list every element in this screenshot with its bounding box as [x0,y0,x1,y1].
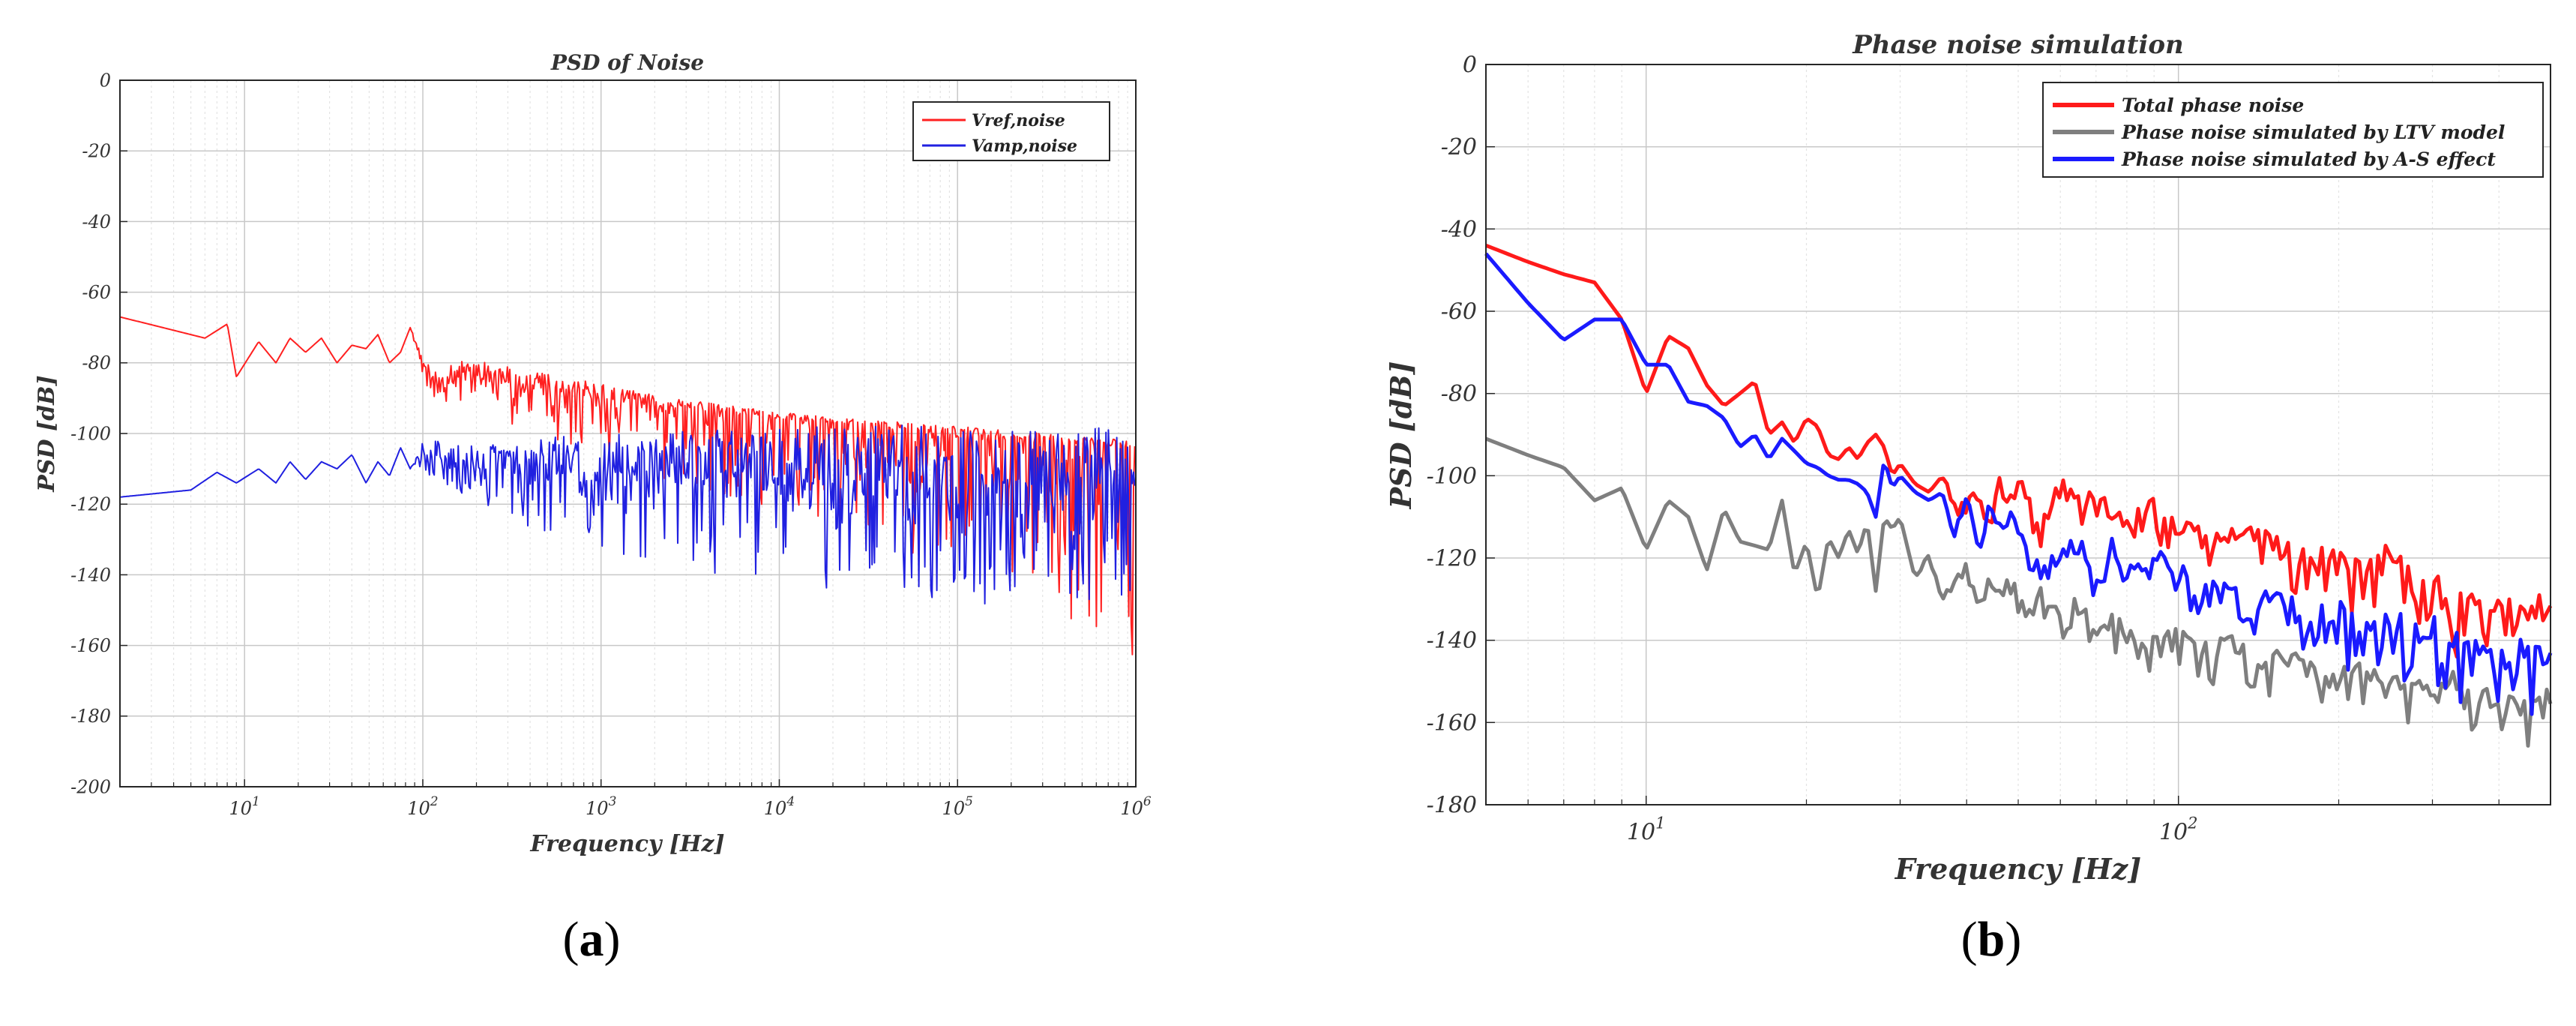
x-tick-label: 105 [942,794,973,819]
y-tick-label: -60 [82,282,111,303]
panel-a-caption-letter: a [579,912,604,967]
series-line-phase-noise-simulated-by-a-s-effect [1484,252,2553,716]
panel-b-plot-area [1486,64,2551,805]
x-tick-label: 103 [586,794,616,819]
y-tick-label: -160 [70,635,111,656]
panel-b-legend-label-total: Total phase noise [2122,94,2304,116]
series-line-vref-noise [119,316,1136,656]
panel-b-series [1484,243,2553,748]
y-tick-label: -100 [1427,464,1477,490]
y-tick-label: -140 [70,565,111,586]
panel-b-legend-label-as: Phase noise simulated by A-S effect [2121,148,2496,170]
panel-b-legend-box [2042,82,2544,178]
panel-b-title: Phase noise simulation [1852,30,2184,60]
y-tick-label: -20 [1441,134,1477,160]
series-line-phase-noise-simulated-by-ltv-model [1485,436,2553,748]
x-tick-exponent: 1 [1655,814,1665,832]
panel-a-grid [119,80,1137,788]
x-tick-label: 102 [2159,814,2198,846]
y-tick-label: -40 [1441,217,1477,243]
x-tick-label: 106 [1120,794,1152,819]
y-tick-label: -80 [1441,381,1477,407]
series-line-vamp-noise [119,424,1136,604]
panel-b-caption: (b) [1960,912,2022,967]
panel-b-legend: Total phase noise Phase noise simulated … [2042,82,2544,178]
panel-a-series [119,316,1136,656]
panel-a-x-axis-label: Frequency [Hz] [529,831,724,857]
y-tick-label: -200 [70,776,111,797]
panel-a-legend-label-vref: Vref,noise [972,111,1065,130]
series-line-total-phase-noise [1485,243,2553,659]
x-tick-exponent: 4 [786,794,795,809]
panel-a-legend: Vref,noise Vamp,noise [912,101,1110,161]
panel-b-caption-letter: b [1977,912,2005,967]
y-tick-label: -80 [82,352,111,374]
y-tick-label: 0 [1463,52,1477,79]
panel-b-tick-labels: 0 -20 -40 -60 -80 -100 -120 -140 -160 -180 101 102 [1427,52,2198,846]
x-tick-exponent: 2 [2187,814,2197,832]
panel-b-x-axis-label: Frequency [Hz] [1895,852,2141,886]
panel-b-legend-label-ltv: Phase noise simulated by LTV model [2121,122,2505,143]
panel-a-caption: (a) [562,912,621,967]
panel-a-legend-box [912,101,1110,161]
y-tick-label: -60 [1441,299,1477,326]
panel-a-legend-label-vamp: Vamp,noise [972,136,1077,156]
panel-a-axes-frame [119,80,1137,788]
y-tick-label: -180 [70,706,111,727]
panel-b-axes-frame [1485,64,2551,806]
y-tick-label: -40 [82,212,111,232]
x-tick-label: 104 [764,794,795,819]
x-tick-exponent: 5 [965,794,973,809]
x-tick-exponent: 2 [430,794,439,809]
y-tick-label: -160 [1427,710,1477,736]
x-tick-exponent: 3 [609,794,617,809]
x-tick-label: 101 [229,794,260,819]
y-tick-label: -140 [1427,628,1477,654]
y-tick-label: -120 [1427,546,1477,572]
panel-a-y-axis-label: PSD [dB] [34,375,60,492]
panel-a-title: PSD of Noise [550,50,704,75]
y-tick-label: 0 [100,70,111,91]
y-tick-label: -100 [70,423,111,444]
x-tick-label: 102 [407,794,438,819]
panel-a-chart: 0 -20 -40 -60 -80 -100 -120 -140 -160 -180 -200 101… [34,50,1152,857]
x-tick-exponent: 1 [252,794,260,809]
x-tick-exponent: 6 [1143,794,1152,809]
y-tick-label: -20 [82,141,111,162]
y-tick-label: -180 [1427,793,1477,819]
panel-b-y-axis-label: PSD [dB] [1384,362,1418,510]
y-tick-label: -120 [70,494,111,515]
x-tick-label: 101 [1627,814,1666,846]
